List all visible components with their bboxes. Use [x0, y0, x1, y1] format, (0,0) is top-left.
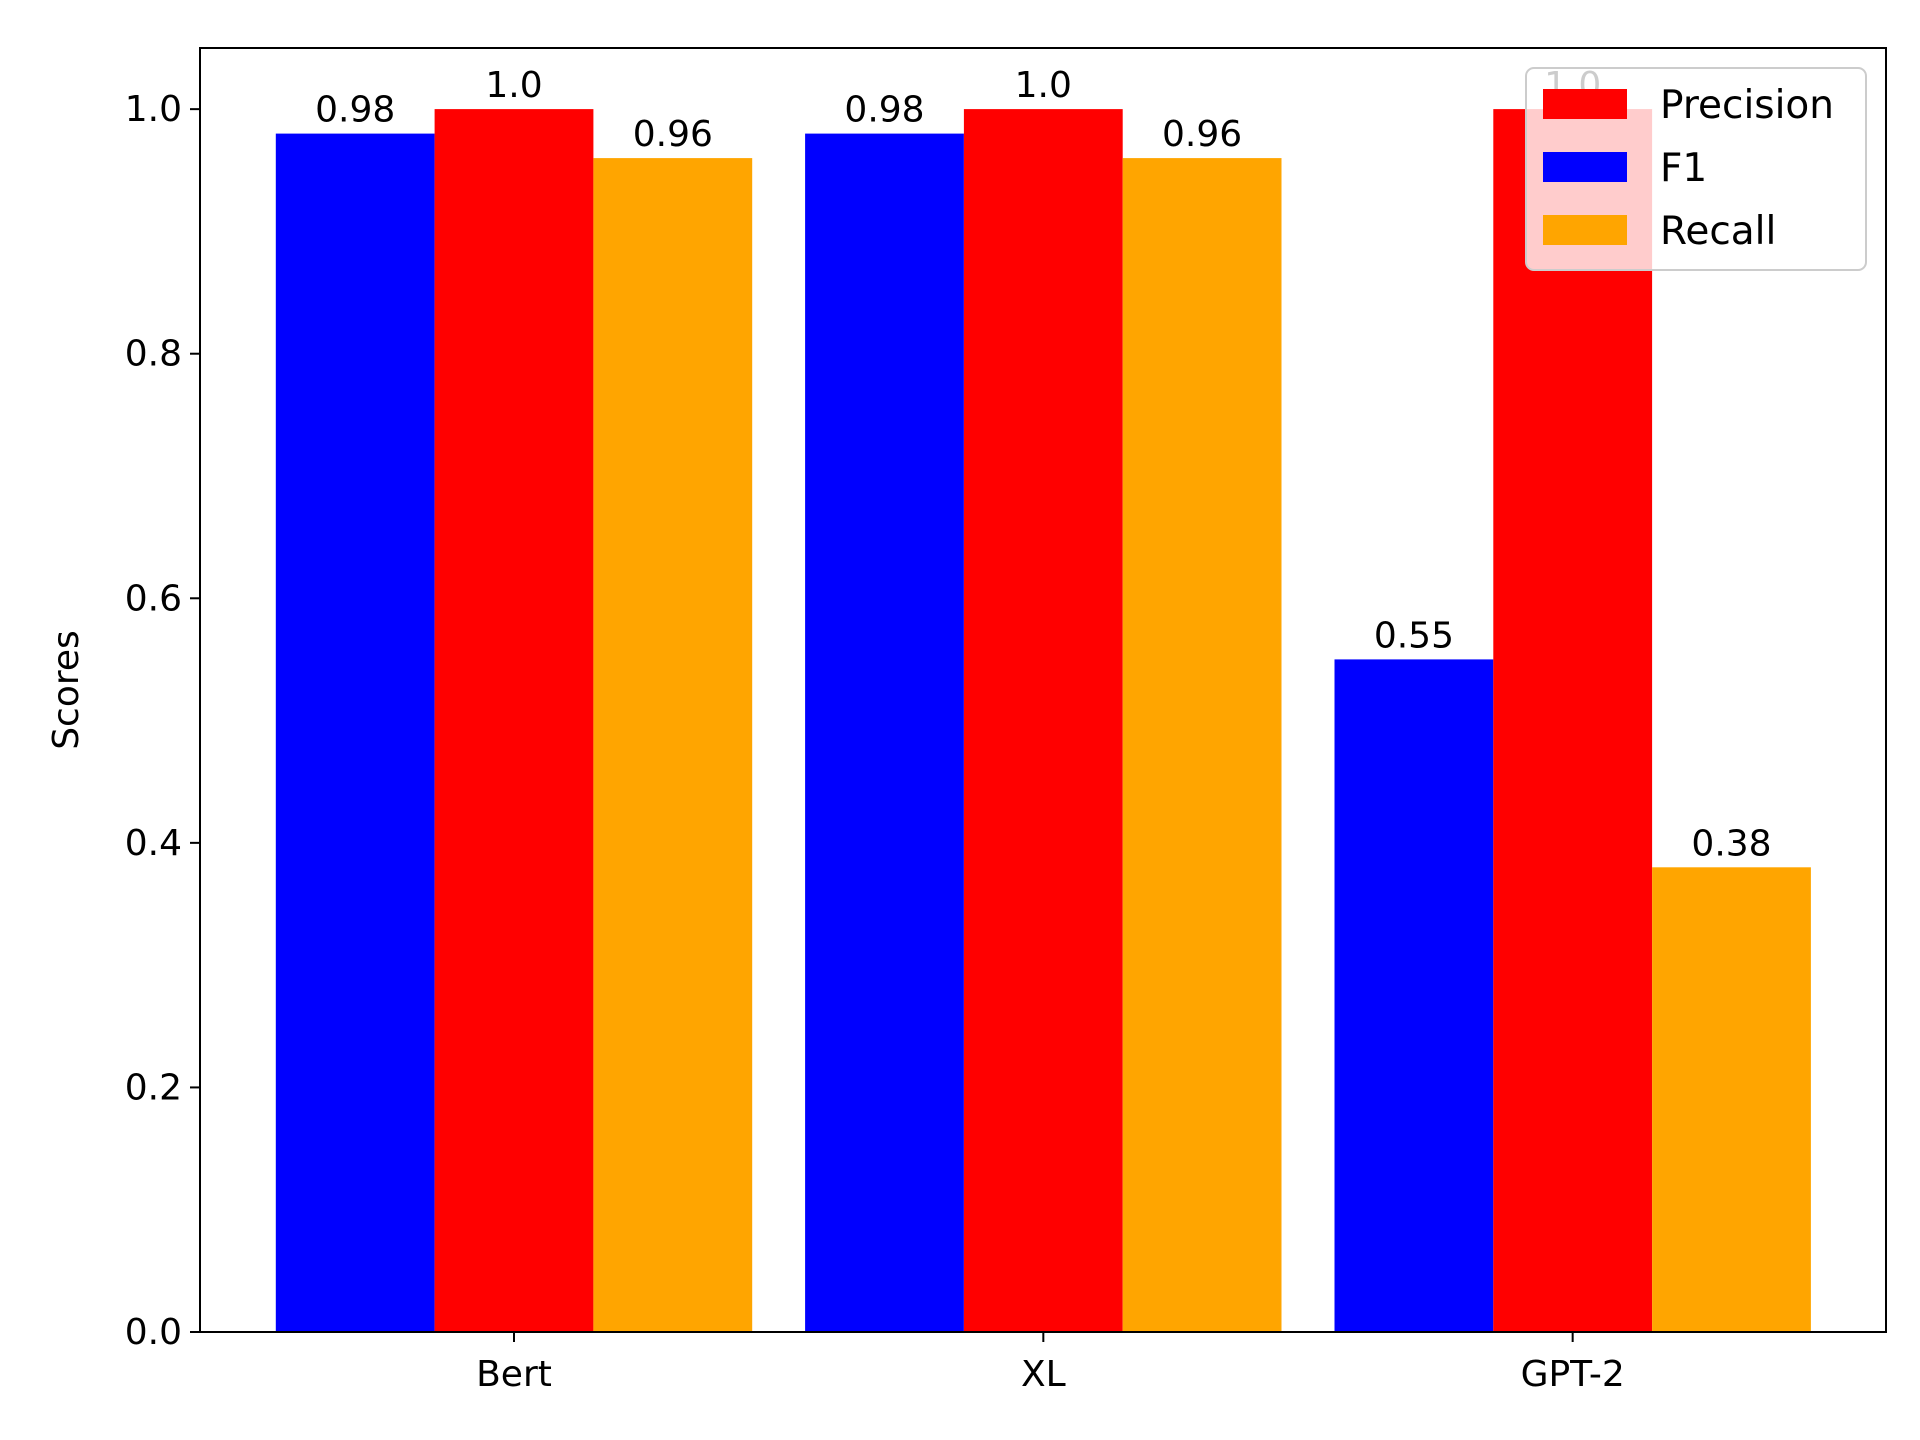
data-label-f1-xl: 0.98: [844, 90, 924, 131]
bar-recall-gpt-2: [1652, 867, 1811, 1332]
x-axis: Bert XL GPT-2: [476, 1332, 1625, 1395]
bar-f1-gpt-2: [1334, 659, 1494, 1332]
y-tick-label: 1.0: [125, 89, 182, 130]
legend: Precision F1 Recall: [1525, 67, 1867, 271]
legend-swatch-recall: [1543, 215, 1627, 245]
x-tick-label: Bert: [476, 1354, 552, 1395]
legend-swatch-precision: [1543, 89, 1627, 119]
bar-recall-xl: [1122, 158, 1282, 1333]
y-tick-label: 0.6: [125, 578, 182, 619]
legend-label-f1: F1: [1660, 146, 1707, 191]
x-tick-label: XL: [1021, 1354, 1066, 1395]
bar-precision-bert: [434, 109, 594, 1333]
legend-label-recall: Recall: [1660, 209, 1776, 254]
y-axis: 0.0 0.2 0.4 0.6 0.8 1.0: [125, 89, 200, 1353]
y-tick-label: 0.2: [125, 1067, 182, 1108]
bars-group: [275, 109, 1811, 1333]
bar-f1-bert: [275, 133, 435, 1333]
data-label-recall-xl: 0.96: [1162, 114, 1242, 155]
data-label-recall-gpt-2: 0.38: [1691, 823, 1771, 864]
bar-precision-xl: [963, 109, 1123, 1333]
data-label-recall-bert: 0.96: [633, 114, 713, 155]
y-tick-label: 0.0: [125, 1312, 182, 1353]
y-tick-label: 0.8: [125, 334, 182, 375]
bar-f1-xl: [805, 133, 964, 1333]
data-label-precision-xl: 1.0: [1015, 65, 1072, 106]
bar-precision-gpt-2: [1493, 109, 1653, 1333]
data-label-f1-gpt-2: 0.55: [1374, 615, 1454, 656]
legend-label-precision: Precision: [1660, 83, 1834, 128]
y-tick-label: 0.4: [125, 823, 182, 864]
y-axis-title: Scores: [46, 630, 87, 750]
legend-swatch-f1: [1543, 152, 1627, 182]
x-tick-label: GPT-2: [1521, 1354, 1625, 1395]
data-label-f1-bert: 0.98: [315, 90, 395, 131]
bar-recall-bert: [593, 158, 753, 1333]
data-label-precision-bert: 1.0: [485, 65, 542, 106]
